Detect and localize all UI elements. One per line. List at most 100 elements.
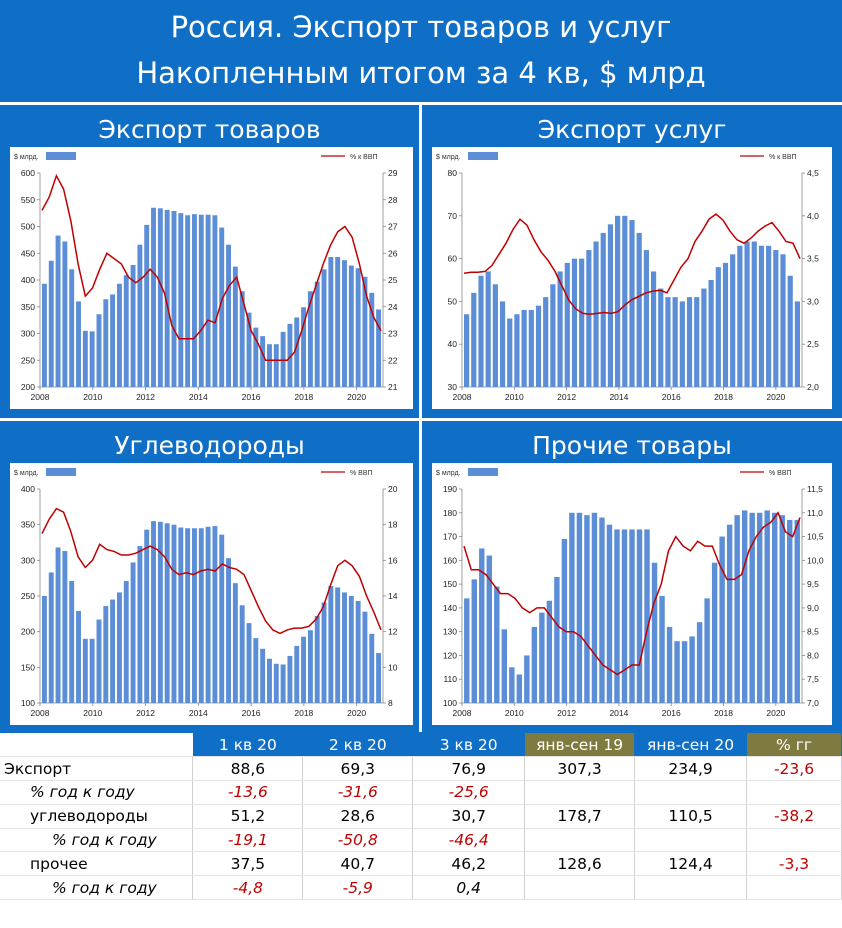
bar bbox=[273, 663, 279, 703]
x-tick-label: 2008 bbox=[453, 392, 472, 402]
bar bbox=[130, 265, 136, 387]
bar bbox=[615, 215, 621, 387]
bar bbox=[355, 600, 361, 703]
table-row: Экспорт 88,6 69,3 76,9 307,3 234,9 -23,6 bbox=[0, 756, 842, 782]
gdp-share-line bbox=[463, 511, 801, 676]
bar bbox=[287, 655, 293, 703]
y-right-tick-label: 8 bbox=[388, 698, 393, 708]
bar bbox=[96, 314, 102, 387]
bar bbox=[681, 641, 688, 703]
bar bbox=[89, 331, 95, 387]
cell-q2: -5,9 bbox=[302, 875, 414, 901]
table-header-q3: 3 кв 20 bbox=[412, 733, 526, 758]
y-left-tick-label: 120 bbox=[443, 650, 457, 660]
bar bbox=[584, 515, 590, 703]
y-left-tick-label: 250 bbox=[21, 355, 35, 365]
divider bbox=[419, 102, 422, 732]
bar bbox=[686, 297, 693, 387]
bar bbox=[137, 546, 143, 703]
bar bbox=[764, 510, 770, 703]
bar bbox=[212, 215, 218, 387]
legend-bar-label: $ млрд. bbox=[436, 470, 461, 477]
cell-ytd20 bbox=[634, 875, 748, 901]
bar bbox=[103, 605, 109, 703]
x-tick-label: 2016 bbox=[242, 708, 261, 718]
bar bbox=[376, 653, 382, 703]
y-left-tick-label: 550 bbox=[21, 195, 35, 205]
legend-line-label: % к ВВП bbox=[769, 154, 797, 161]
bar bbox=[787, 519, 793, 703]
y-right-tick-label: 10,0 bbox=[807, 555, 824, 565]
bar bbox=[157, 521, 163, 703]
bar bbox=[171, 524, 177, 703]
bar bbox=[734, 515, 740, 703]
y-right-tick-label: 25 bbox=[388, 275, 398, 285]
y-right-tick-label: 2,5 bbox=[807, 339, 819, 349]
x-tick-label: 2008 bbox=[31, 392, 50, 402]
legend-bar-swatch bbox=[468, 152, 498, 160]
bar bbox=[164, 523, 170, 703]
cell-q1: 51,2 bbox=[192, 804, 304, 829]
gdp-share-line bbox=[41, 173, 382, 362]
bar bbox=[719, 536, 725, 703]
x-tick-label: 2018 bbox=[294, 708, 313, 718]
bar bbox=[267, 344, 272, 387]
bar bbox=[144, 529, 150, 703]
y-left-tick-label: 150 bbox=[443, 579, 457, 589]
x-tick-label: 2014 bbox=[189, 708, 208, 718]
bar bbox=[287, 323, 293, 387]
y-right-tick-label: 27 bbox=[388, 222, 398, 232]
bar bbox=[758, 245, 765, 387]
y-left-tick-label: 160 bbox=[443, 555, 457, 565]
bar bbox=[708, 280, 714, 387]
bar bbox=[82, 638, 88, 703]
bar bbox=[550, 284, 556, 387]
x-tick-label: 2012 bbox=[136, 392, 155, 402]
bar bbox=[280, 331, 286, 387]
bar bbox=[171, 210, 177, 387]
legend-bar-label: $ млрд. bbox=[436, 154, 461, 161]
x-tick-label: 2012 bbox=[557, 392, 576, 402]
cell-q3: -25,6 bbox=[412, 780, 526, 805]
y-right-tick-label: 8,5 bbox=[807, 627, 819, 637]
table-header-ytd20: янв-сен 20 bbox=[634, 733, 748, 758]
legend-line-label: % ВВП bbox=[350, 470, 373, 477]
bar bbox=[606, 524, 613, 703]
cell-ytd20: 234,9 bbox=[634, 756, 748, 782]
bar bbox=[531, 626, 538, 703]
cell-ytd20 bbox=[634, 780, 748, 805]
bar bbox=[479, 548, 485, 703]
cell-yoy: -23,6 bbox=[746, 756, 842, 782]
row-label: % год к году bbox=[0, 875, 194, 901]
bar bbox=[650, 271, 657, 387]
y-left-tick-label: 70 bbox=[448, 211, 458, 221]
page-title-line2: Накопленным итогом за 4 кв, $ млрд bbox=[136, 56, 706, 90]
y-right-tick-label: 11,5 bbox=[807, 484, 823, 494]
panel-services: Экспорт услуг $ млрд. % к ВВП 30 40 50 60 70 80… bbox=[422, 105, 842, 418]
y-left-tick-label: 400 bbox=[21, 484, 35, 494]
chart-other: $ млрд. % ВВП 100 110 120 130 140 150 160 170 180 1… bbox=[432, 463, 832, 725]
cell-yoy bbox=[746, 780, 842, 805]
chart-hydrocarbons: $ млрд. % ВВП 100 150 200 250 300 350 400 8 10 12 14… bbox=[10, 463, 413, 725]
x-tick-label: 2020 bbox=[766, 708, 785, 718]
bar bbox=[219, 227, 225, 387]
bar bbox=[342, 592, 347, 703]
bar bbox=[524, 655, 530, 703]
cell-ytd19: 128,6 bbox=[524, 851, 636, 877]
page-title-line1: Россия. Экспорт товаров и услуг bbox=[170, 10, 672, 44]
cell-yoy bbox=[746, 875, 842, 901]
bar bbox=[622, 215, 628, 387]
y-left-tick-label: 110 bbox=[443, 674, 457, 684]
x-tick-label: 2020 bbox=[766, 392, 785, 402]
bar bbox=[314, 615, 320, 703]
bar bbox=[794, 519, 800, 703]
bar bbox=[546, 600, 553, 703]
chart-services: $ млрд. % к ВВП 30 40 50 60 70 80 2,0 2,5 3,0 3,5 4,… bbox=[432, 147, 832, 409]
bar bbox=[342, 260, 347, 387]
bar bbox=[586, 250, 592, 387]
legend: $ млрд. % к ВВП bbox=[436, 152, 797, 161]
y-right-tick-label: 3,5 bbox=[807, 254, 819, 264]
bar bbox=[246, 312, 252, 387]
table-header-row: 1 кв 20 2 кв 20 3 кв 20 янв-сен 19 янв-с… bbox=[0, 733, 842, 758]
legend-bar-swatch bbox=[46, 152, 76, 160]
